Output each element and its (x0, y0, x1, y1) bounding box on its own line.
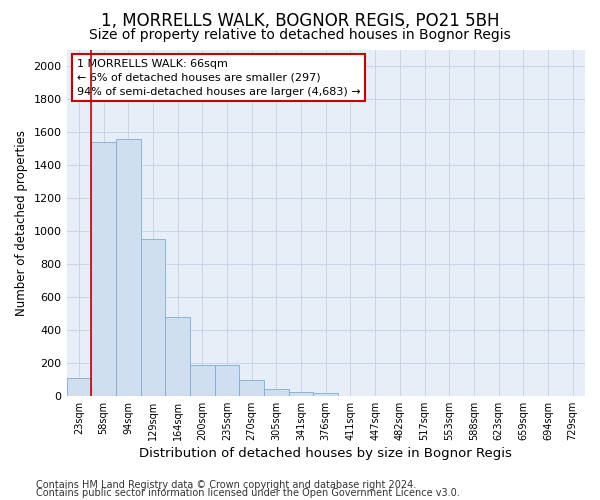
Bar (116, 139, 140, 396)
Bar (289, 392, 313, 396)
Bar (140, 240, 165, 396)
Text: 1 MORRELLS WALK: 66sqm
← 6% of detached houses are smaller (297)
94% of semi-det: 1 MORRELLS WALK: 66sqm ← 6% of detached … (77, 58, 361, 96)
X-axis label: Distribution of detached houses by size in Bognor Regis: Distribution of detached houses by size … (139, 447, 512, 460)
Bar (67, 378, 91, 396)
Y-axis label: Number of detached properties: Number of detached properties (15, 130, 28, 316)
Bar (91, 142, 116, 396)
Bar (165, 317, 190, 396)
Text: Contains public sector information licensed under the Open Government Licence v3: Contains public sector information licen… (36, 488, 460, 498)
Text: Contains HM Land Registry data © Crown copyright and database right 2024.: Contains HM Land Registry data © Crown c… (36, 480, 416, 490)
Bar (313, 394, 338, 396)
Bar (264, 389, 289, 396)
Text: 1, MORRELLS WALK, BOGNOR REGIS, PO21 5BH: 1, MORRELLS WALK, BOGNOR REGIS, PO21 5BH (101, 12, 499, 30)
Bar (190, 364, 215, 396)
Bar (215, 364, 239, 396)
Bar (239, 380, 264, 396)
Text: Size of property relative to detached houses in Bognor Regis: Size of property relative to detached ho… (89, 28, 511, 42)
